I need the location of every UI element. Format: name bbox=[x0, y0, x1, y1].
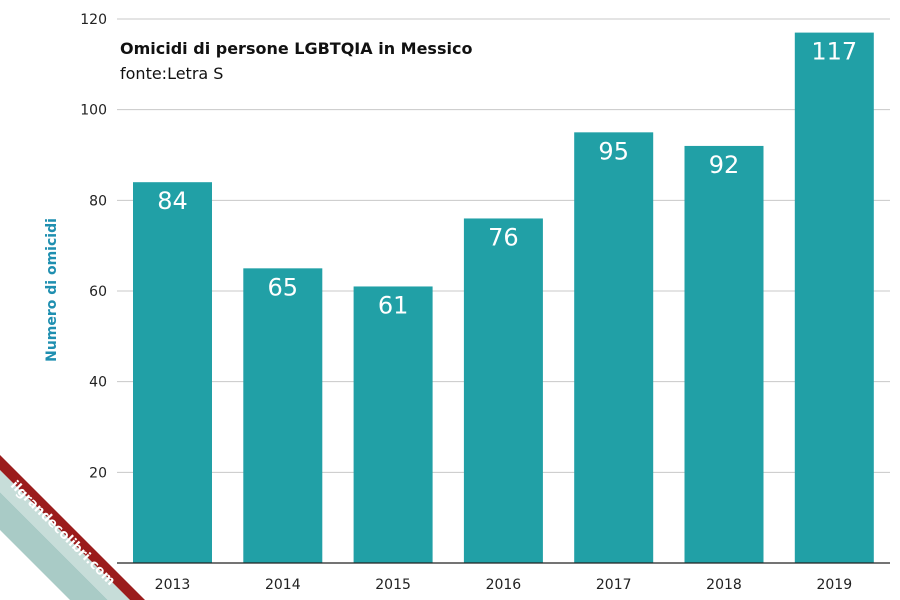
y-tick-label: 40 bbox=[89, 375, 107, 391]
x-tick-label: 2016 bbox=[486, 577, 522, 593]
labels-layer: 84 65 61 76 95 92 117 bbox=[157, 38, 857, 320]
bar bbox=[684, 145, 764, 563]
y-tick-label: 80 bbox=[89, 193, 107, 209]
x-tick-label: 2013 bbox=[155, 577, 191, 593]
chart-title: Omicidi di persone LGBTQIA in Messico bbox=[120, 39, 472, 58]
bar-value-label: 95 bbox=[598, 137, 629, 165]
watermark-stripe-dark bbox=[0, 455, 145, 600]
chart-subtitle: fonte:Letra S bbox=[120, 64, 223, 83]
y-tick-label: 120 bbox=[80, 12, 107, 28]
x-tick-label: 2017 bbox=[596, 577, 632, 593]
bar bbox=[243, 268, 323, 563]
x-tick-label: 2018 bbox=[706, 577, 742, 593]
bars-layer bbox=[133, 32, 874, 564]
bar-value-label: 84 bbox=[157, 187, 188, 215]
bar bbox=[353, 286, 433, 563]
bar-value-label: 61 bbox=[378, 291, 409, 319]
axis-layer: 20 40 60 80 100 120 2013 2014 2015 2016 2017 2018 20… bbox=[80, 12, 890, 593]
bar bbox=[463, 218, 543, 563]
x-tick-label: 2014 bbox=[265, 577, 301, 593]
x-tick-label: 2019 bbox=[816, 577, 852, 593]
bar-value-label: 76 bbox=[488, 223, 519, 251]
bar-value-label: 92 bbox=[709, 151, 740, 179]
y-axis-title: Numero di omicidi bbox=[44, 218, 60, 362]
bar bbox=[133, 182, 212, 563]
x-tick-label: 2015 bbox=[375, 577, 411, 593]
bar bbox=[794, 32, 874, 564]
y-tick-label: 60 bbox=[89, 284, 107, 300]
bar bbox=[574, 132, 654, 564]
bar-value-label: 117 bbox=[811, 38, 857, 66]
y-tick-label: 20 bbox=[89, 465, 107, 481]
bar-value-label: 65 bbox=[268, 273, 299, 301]
y-tick-label: 100 bbox=[80, 103, 107, 119]
watermark-ribbon: ilgrandecolibri.com bbox=[0, 455, 145, 600]
